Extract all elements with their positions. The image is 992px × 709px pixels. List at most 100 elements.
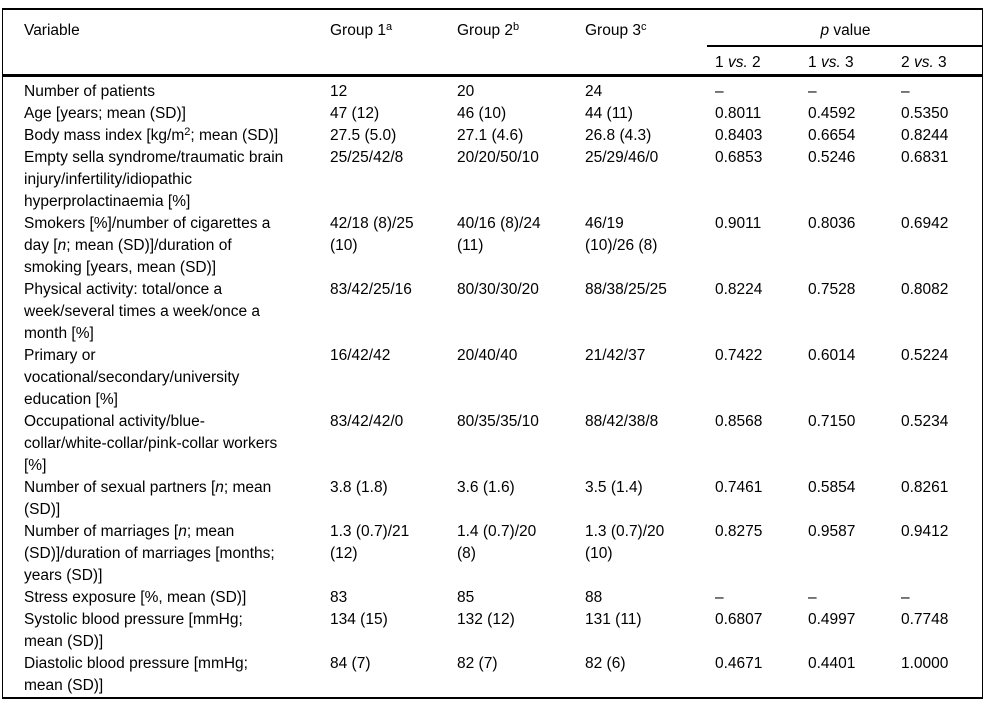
text-run: 3	[840, 54, 854, 71]
group2-value-cell: 132 (12)	[457, 611, 515, 628]
variable-cell: Diastolic blood pressure [mmHg; mean (SD…	[24, 655, 248, 694]
group2-value-cell: 46 (10)	[457, 105, 507, 122]
italic-text: n	[215, 479, 224, 496]
text-run: ; mean (SD)]/duration of smoking [years,…	[24, 237, 232, 276]
p-1vs2-cell: 0.7422	[715, 347, 763, 364]
group3-value-cell: 88	[585, 589, 603, 606]
variable-cell: Smokers [%]/number of cigarettes a day […	[3, 213, 322, 279]
variable-cell: Systolic blood pressure [mmHg; mean (SD)…	[24, 611, 243, 650]
p-2vs3-cell: 0.6942	[901, 215, 949, 232]
variable-cell: Primary or vocational/secondary/universi…	[24, 347, 240, 408]
variable-cell: Empty sella syndrome/traumatic brain inj…	[24, 149, 284, 210]
p-1vs2-cell: 0.6853	[715, 149, 763, 166]
group1-value-cell: 12	[330, 83, 348, 100]
table-row: Diastolic blood pressure [mmHg; mean (SD…	[3, 653, 982, 697]
variable-cell: Number of patients	[24, 83, 155, 100]
variable-cell: Stress exposure [%, mean (SD)]	[24, 589, 247, 606]
group2-value-cell: 20/40/40	[457, 347, 518, 364]
text-run: Group 3	[585, 22, 642, 39]
table-frame: Variable Group 1a Group 2b Group 3c p va…	[2, 8, 983, 699]
table-row: Number of sexual partners [n; mean (SD)]…	[3, 477, 982, 521]
group3-value-cell: 3.5 (1.4)	[585, 479, 643, 496]
p-1vs2-cell: 0.7461	[715, 479, 763, 496]
italic-text: n	[178, 523, 187, 540]
group2-value-cell: 85	[457, 589, 475, 606]
superscript-text: a	[386, 21, 393, 33]
table-body: Number of patients 12 20 24 – – – Age [y…	[3, 76, 982, 698]
p-1vs2-cell: 0.9011	[715, 215, 762, 232]
group3-value-cell: 88/42/38/8	[585, 413, 659, 430]
italic-text: vs.	[913, 54, 934, 71]
p-1vs3-cell: 0.4592	[808, 105, 856, 122]
patient-characteristics-table: Variable Group 1a Group 2b Group 3c p va…	[3, 10, 982, 697]
group1-value-cell: 16/42/42	[330, 347, 391, 364]
p-2vs3-cell: 0.9412	[901, 523, 949, 540]
group3-value-cell: 44 (11)	[585, 105, 633, 122]
variable-cell: Occupational activity/blue- collar/white…	[24, 413, 278, 474]
group2-value-cell: 80/35/35/10	[457, 413, 539, 430]
p-2vs3-cell: 0.5224	[901, 347, 949, 364]
text-run: ; mean (SD)]	[190, 127, 279, 144]
p-1vs2-cell: 0.4671	[715, 655, 763, 672]
col-header-p-value: p value	[707, 10, 982, 47]
group3-value-cell: 131 (11)	[585, 611, 642, 628]
text-run: Body mass index [kg/m	[24, 127, 185, 144]
group1-value-cell: 83/42/42/0	[330, 413, 404, 430]
p-1vs3-cell: 0.4997	[808, 611, 856, 628]
text-run: 1	[808, 54, 821, 71]
table-row: Occupational activity/blue- collar/white…	[3, 411, 982, 477]
group3-value-cell: 88/38/25/25	[585, 281, 667, 298]
group3-value-cell: 46/19 (10)/26 (8)	[585, 215, 658, 254]
text-run: Group 2	[457, 22, 514, 39]
group3-value-cell: 26.8 (4.3)	[585, 127, 652, 144]
group2-value-cell: 3.6 (1.6)	[457, 479, 515, 496]
group1-value-cell: 83/42/25/16	[330, 281, 412, 298]
text-run: ; mean (SD)]/duration of marriages [mont…	[24, 523, 275, 584]
group1-value-cell: 134 (15)	[330, 611, 388, 628]
group3-value-cell: 21/42/37	[585, 347, 646, 364]
p-2vs3-cell: –	[901, 589, 910, 606]
p-2vs3-cell: –	[901, 83, 910, 100]
table-row: Age [years; mean (SD)] 47 (12) 46 (10) 4…	[3, 103, 982, 125]
text-run: 3	[933, 54, 947, 71]
col-header-variable: Variable	[3, 10, 322, 77]
header-row-main: Variable Group 1a Group 2b Group 3c p va…	[3, 10, 982, 77]
text-run: Number of sexual partners [	[24, 479, 216, 496]
variable-cell: Number of sexual partners [n; mean (SD)]	[3, 477, 322, 521]
table-row: Primary or vocational/secondary/universi…	[3, 345, 982, 411]
table-header: Variable Group 1a Group 2b Group 3c p va…	[3, 10, 982, 77]
p-1vs2-cell: 0.6807	[715, 611, 763, 628]
text-run: 1	[715, 54, 728, 71]
text-run: value	[829, 22, 871, 39]
italic-text: n	[57, 237, 67, 254]
variable-cell: Number of marriages [n; mean (SD)]/durat…	[3, 521, 322, 587]
table-row: Body mass index [kg/m2; mean (SD)] 27.5 …	[3, 125, 982, 147]
text-run: 2	[747, 54, 761, 71]
group3-value-cell: 1.3 (0.7)/20 (10)	[585, 523, 665, 562]
superscript-text: b	[513, 21, 520, 33]
p-2vs3-cell: 0.8244	[901, 127, 949, 144]
group1-value-cell: 1.3 (0.7)/21 (12)	[330, 523, 410, 562]
p-1vs3-cell: 0.5246	[808, 149, 856, 166]
col-header-1-vs-3: 1 vs. 3	[800, 46, 893, 77]
group2-value-cell: 20	[457, 83, 475, 100]
group2-value-cell: 27.1 (4.6)	[457, 127, 524, 144]
p-1vs3-cell: –	[808, 589, 817, 606]
table-row: Physical activity: total/once a week/sev…	[3, 279, 982, 345]
p-2vs3-cell: 0.8261	[901, 479, 949, 496]
col-header-2-vs-3: 2 vs. 3	[893, 46, 982, 77]
p-1vs3-cell: 0.8036	[808, 215, 856, 232]
p-1vs2-cell: –	[715, 589, 724, 606]
table-row: Number of patients 12 20 24 – – –	[3, 76, 982, 104]
p-1vs3-cell: 0.6014	[808, 347, 856, 364]
p-1vs3-cell: –	[808, 83, 817, 100]
p-1vs2-cell: –	[715, 83, 724, 100]
text-run: 2	[901, 54, 914, 71]
p-2vs3-cell: 0.5350	[901, 105, 949, 122]
p-1vs3-cell: 0.7528	[808, 281, 856, 298]
p-2vs3-cell: 1.0000	[901, 655, 949, 672]
p-2vs3-cell: 0.7748	[901, 611, 949, 628]
p-2vs3-cell: 0.6831	[901, 149, 949, 166]
header-row-sub: 1 vs. 2 1 vs. 3 2 vs. 3	[3, 46, 982, 77]
text-run: Smokers [%]/number of cigarettes a day [	[24, 215, 271, 254]
